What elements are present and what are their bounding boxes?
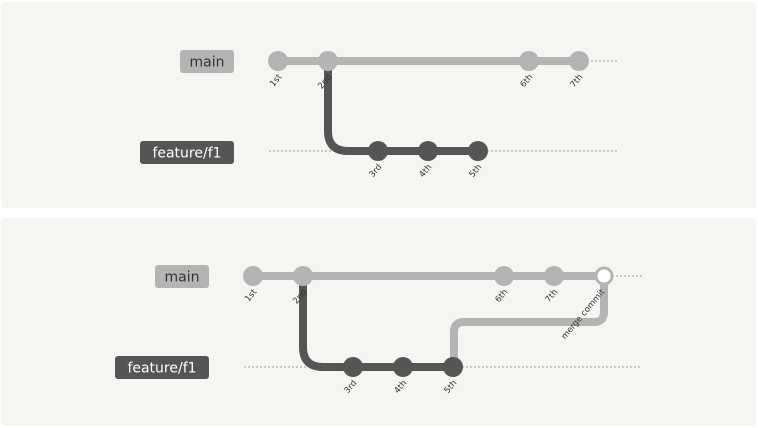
commit-label-7th: 7th	[569, 73, 586, 90]
commit-label-4th: 4th	[393, 379, 410, 396]
commit-label-3rd: 3rd	[343, 379, 360, 396]
diagram-after-merge: main feature/f1 1st 2nd 6th 7th merge co	[1, 218, 756, 426]
commit-2nd	[293, 266, 313, 286]
feature-branch-label: feature/f1	[140, 141, 234, 164]
commit-4th	[393, 357, 413, 377]
main-branch-label-text: main	[165, 270, 200, 286]
commit-7th	[544, 266, 564, 286]
feature-branch-label: feature/f1	[115, 356, 209, 379]
commit-4th	[418, 141, 438, 161]
feature-branch-label-text: feature/f1	[152, 146, 221, 162]
commit-label-5th: 5th	[443, 379, 460, 396]
commit-label-5th: 5th	[468, 163, 485, 180]
commit-1st	[243, 266, 263, 286]
commit-label-7th: 7th	[544, 288, 561, 305]
commit-label-1st: 1st	[268, 72, 285, 89]
commit-label-4th: 4th	[418, 163, 435, 180]
commit-label-6th: 6th	[519, 73, 536, 90]
commit-6th	[519, 51, 539, 71]
merge-line	[450, 272, 608, 371]
main-branch-label: main	[155, 265, 209, 288]
commit-7th	[569, 51, 589, 71]
commit-1st	[268, 51, 288, 71]
main-branch-label-text: main	[190, 55, 225, 71]
feature-branch-line	[299, 272, 458, 371]
branch-graph-before-merge: main feature/f1 1st 2nd 6th 7th 3rd 4th …	[140, 50, 619, 180]
commit-5th	[468, 141, 488, 161]
commit-5th	[443, 357, 463, 377]
feature-branch-line	[324, 57, 483, 155]
commit-6th	[494, 266, 514, 286]
commit-3rd	[343, 357, 363, 377]
diagram-before-merge: main feature/f1 1st 2nd 6th 7th 3rd 4th …	[1, 2, 756, 208]
branch-graph-after-merge: main feature/f1 1st 2nd 6th 7th merge co	[115, 265, 642, 396]
feature-branch-label-text: feature/f1	[127, 361, 196, 377]
main-branch-label: main	[180, 50, 234, 73]
commit-merge	[594, 266, 614, 286]
commit-3rd	[368, 141, 388, 161]
commit-2nd	[318, 51, 338, 71]
commit-label-1st: 1st	[243, 287, 260, 304]
commit-label-6th: 6th	[494, 288, 511, 305]
commit-label-3rd: 3rd	[368, 163, 385, 180]
